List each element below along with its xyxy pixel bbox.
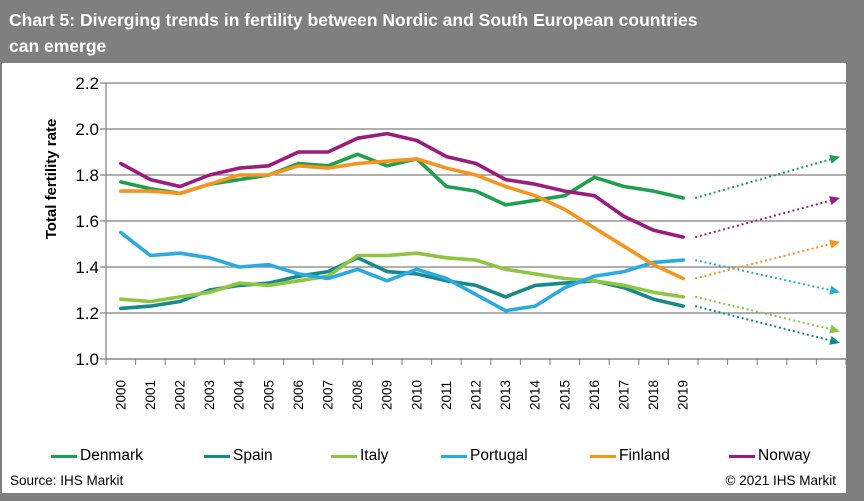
projection-line-norway: [694, 199, 831, 239]
chart-title-line1: Chart 5: Diverging trends in fertility b…: [9, 10, 698, 30]
y-tick-label: 1.6: [75, 212, 99, 231]
x-tick-label: 2002: [173, 380, 188, 410]
x-tick-label: 2016: [587, 380, 602, 410]
projection-line-italy: [694, 295, 831, 331]
x-tick-label: 2004: [232, 379, 247, 410]
projection-arrowhead-spain: [829, 335, 840, 345]
frame-strip-bottom: [0, 494, 864, 501]
legend-swatch-portugal: [441, 454, 467, 458]
x-tick-label: 2013: [498, 380, 513, 410]
legend-item-portugal: Portugal: [441, 446, 528, 466]
y-tick-label: 2.0: [75, 120, 99, 139]
projection-arrowhead-denmark: [829, 154, 840, 164]
projection-arrowhead-finland: [829, 239, 840, 249]
legend-swatch-denmark: [51, 454, 77, 458]
y-tick-label: 1.2: [75, 304, 99, 323]
chart-area: Total fertility rate 1.0 1.2 1.4 1.6 1.8 2.0 2…: [1, 62, 847, 494]
legend-label-denmark: Denmark: [80, 447, 143, 464]
chart-footer: Source: IHS Markit © 2021 IHS Markit: [2, 470, 846, 492]
legend-swatch-spain: [204, 454, 230, 458]
source-note: Source: IHS Markit: [10, 473, 124, 488]
legend-label-italy: Italy: [360, 447, 389, 464]
plot-svg: Total fertility rate 1.0 1.2 1.4 1.6 1.8 2.0 2…: [43, 74, 847, 410]
legend-swatch-finland: [590, 454, 616, 458]
fertility-line-chart: Total fertility rate 1.0 1.2 1.4 1.6 1.8 2.0 2…: [2, 63, 847, 423]
legend-item-norway: Norway: [729, 446, 811, 466]
x-tick-label: 2006: [291, 380, 306, 410]
x-tick-label: 2015: [557, 380, 572, 410]
projection-line-spain: [694, 305, 831, 342]
series-line-italy: [119, 251, 686, 304]
legend-label-norway: Norway: [758, 447, 811, 464]
x-tick-label: 2019: [676, 380, 691, 410]
series-line-norway: [119, 131, 686, 239]
y-tick-label: 1.8: [75, 166, 99, 185]
projection-arrowhead-portugal: [829, 285, 840, 295]
projection-arrowhead-italy: [829, 324, 840, 334]
x-tick-label: 2010: [409, 380, 424, 410]
legend-item-finland: Finland: [590, 446, 670, 466]
x-tick-label: 2007: [321, 380, 336, 410]
x-tick-label: 2003: [202, 380, 217, 410]
x-tick-label: 2018: [646, 380, 661, 410]
chart-title-line2: can emerge: [9, 36, 107, 56]
projection-arrowhead-norway: [829, 196, 840, 206]
x-tick-label: 2017: [617, 380, 632, 410]
series-line-portugal: [119, 230, 686, 313]
legend-item-denmark: Denmark: [51, 446, 143, 466]
chart-title: Chart 5: Diverging trends in fertility b…: [0, 0, 864, 62]
frame-strip-right: [848, 62, 864, 501]
projection-line-finland: [694, 243, 831, 280]
x-tick-label: 2005: [261, 380, 276, 410]
projection-line-denmark: [694, 158, 831, 199]
y-tick-label: 1.0: [75, 350, 99, 369]
x-tick-label: 2014: [528, 379, 543, 410]
y-tick-label: 1.4: [75, 258, 99, 277]
legend-item-italy: Italy: [331, 446, 388, 466]
y-tick-label: 2.2: [75, 74, 99, 93]
copyright-note: © 2021 IHS Markit: [725, 473, 837, 488]
series-line-finland: [119, 157, 686, 281]
chart-legend: Denmark Spain Italy Portugal Finland Norway: [2, 446, 846, 466]
projection-line-portugal: [694, 259, 831, 292]
x-tick-label: 2009: [380, 380, 395, 410]
x-tick-label: 2000: [113, 380, 128, 410]
x-tick-label: 2001: [143, 380, 158, 410]
legend-item-spain: Spain: [204, 446, 273, 466]
legend-label-portugal: Portugal: [470, 447, 528, 464]
legend-label-finland: Finland: [619, 447, 670, 464]
legend-label-spain: Spain: [233, 447, 273, 464]
y-axis-title: Total fertility rate: [43, 119, 60, 240]
x-tick-label: 2012: [469, 380, 484, 410]
x-tick-label: 2008: [350, 380, 365, 410]
x-tick-label: 2011: [439, 381, 454, 410]
legend-swatch-italy: [331, 454, 357, 458]
legend-swatch-norway: [729, 454, 755, 458]
